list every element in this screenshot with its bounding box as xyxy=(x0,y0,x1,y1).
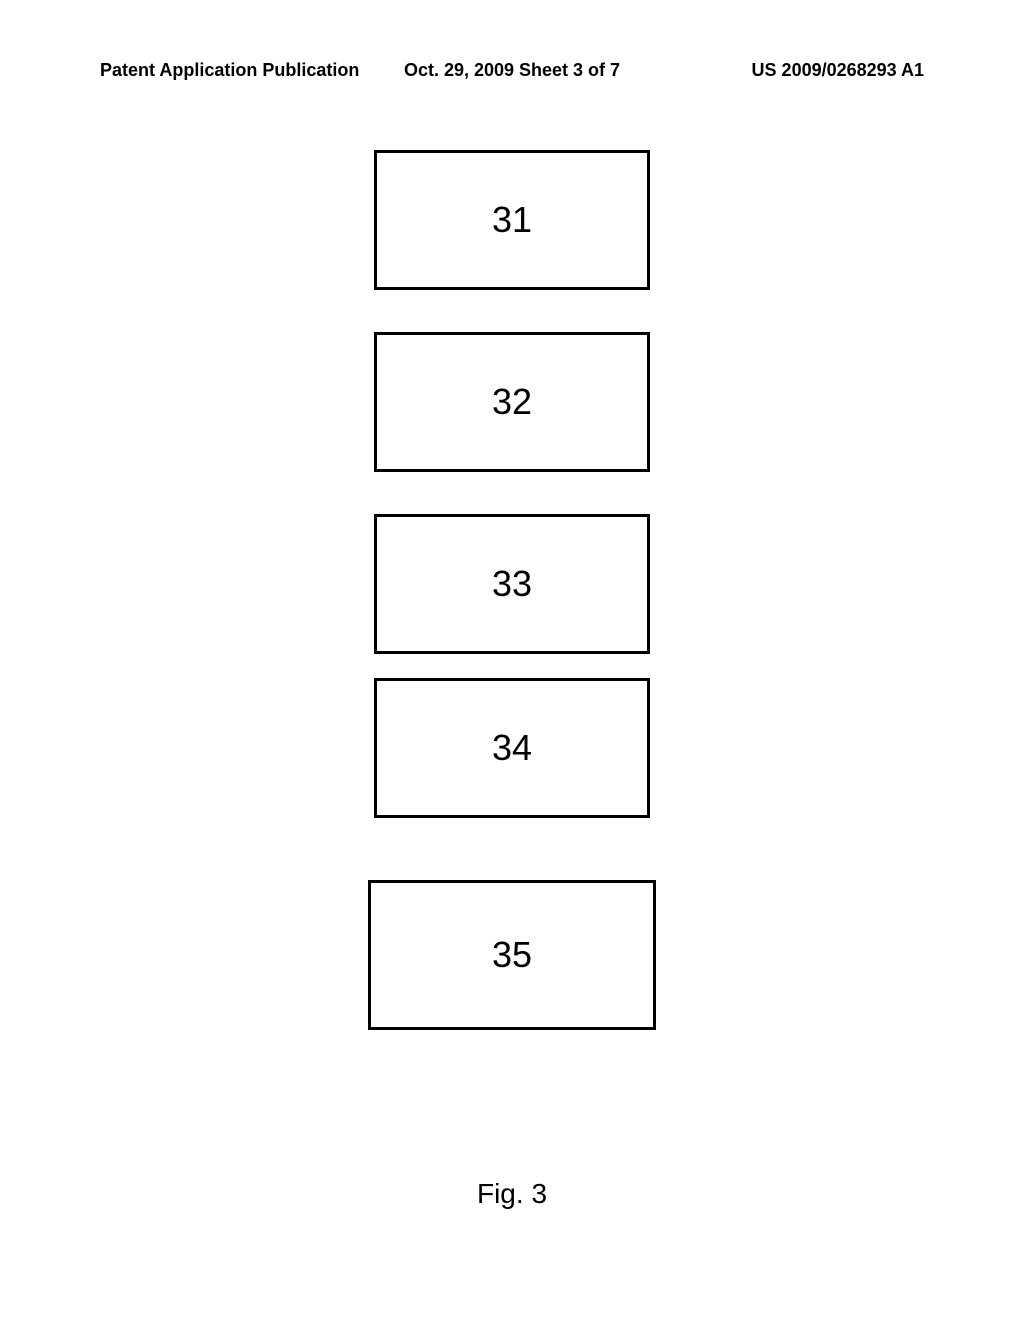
figure-label: Fig. 3 xyxy=(477,1178,547,1210)
header-publication: Patent Application Publication xyxy=(100,60,375,81)
diagram-box-32: 32 xyxy=(374,332,650,472)
diagram-box-34: 34 xyxy=(374,678,650,818)
header-patent-number: US 2009/0268293 A1 xyxy=(649,60,924,81)
diagram-box-33: 33 xyxy=(374,514,650,654)
header-date-sheet: Oct. 29, 2009 Sheet 3 of 7 xyxy=(375,60,650,81)
diagram-container: 31 32 33 34 35 xyxy=(368,150,656,1030)
page-header: Patent Application Publication Oct. 29, … xyxy=(0,60,1024,81)
diagram-box-31: 31 xyxy=(374,150,650,290)
diagram-box-35: 35 xyxy=(368,880,656,1030)
